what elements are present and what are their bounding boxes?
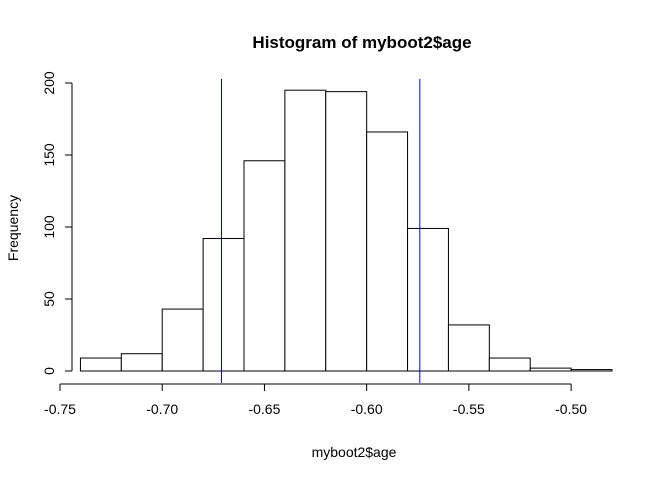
histogram-bar (570, 369, 613, 372)
bars-group (79, 89, 613, 372)
reference-lines-group (221, 79, 421, 383)
histogram-bar (325, 91, 368, 372)
x-axis: -0.75 -0.70 -0.65 -0.60 -0.55 -0.50 (44, 383, 587, 417)
y-tick-label: 100 (41, 215, 57, 239)
y-tick-label: 150 (41, 143, 57, 167)
histogram-bar (202, 238, 245, 372)
histogram-bar (284, 89, 327, 372)
histogram-bar (120, 353, 163, 372)
histogram-bar (79, 357, 122, 372)
y-tick-label: 50 (41, 291, 57, 307)
histogram-bar (366, 131, 409, 372)
y-axis: 0 50 100 150 200 (41, 71, 73, 375)
chart-title: Histogram of myboot2$age (252, 33, 471, 52)
y-tick-label: 0 (41, 367, 57, 375)
x-tick-label: -0.50 (555, 401, 587, 417)
x-tick-label: -0.70 (146, 401, 178, 417)
histogram-bar (407, 227, 449, 372)
histogram-bar (447, 324, 490, 372)
x-tick-label: -0.60 (351, 401, 383, 417)
histogram-bar (488, 357, 531, 372)
x-tick-label: -0.75 (44, 401, 76, 417)
x-tick-label: -0.65 (248, 401, 280, 417)
histogram-bar (243, 160, 286, 372)
y-axis-label: Frequency (5, 195, 21, 261)
x-tick-label: -0.55 (453, 401, 485, 417)
histogram-bar (529, 367, 572, 372)
x-axis-label: myboot2$age (312, 444, 397, 460)
y-tick-label: 200 (41, 71, 57, 95)
histogram-bar (161, 308, 204, 372)
